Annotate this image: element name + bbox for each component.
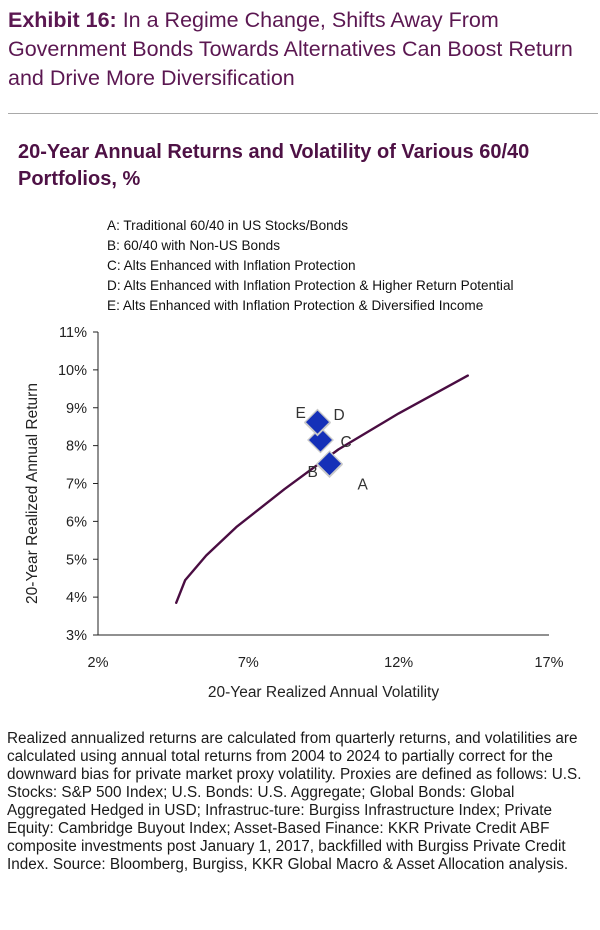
y-tick-label: 7% [66,477,87,493]
y-tick-label: 9% [66,401,87,417]
point-e-label: E [295,405,305,422]
x-tick-label: 17% [534,655,563,671]
y-tick-label: 8% [66,439,87,455]
y-tick-label: 11% [59,325,87,341]
exhibit-title-text: In a Regime Change, Shifts Away From Gov… [8,8,573,90]
point-e-marker [303,408,331,436]
chart-legend: A: Traditional 60/40 in US Stocks/Bonds … [107,216,514,316]
exhibit-title: Exhibit 16: In a Regime Change, Shifts A… [8,6,593,93]
y-tick-label: 4% [66,590,87,606]
legend-item-d: D: Alts Enhanced with Inflation Protecti… [107,278,514,293]
title-divider [8,113,598,114]
x-tick-label: 2% [88,655,109,671]
legend-item-a: A: Traditional 60/40 in US Stocks/Bonds [107,218,349,233]
y-tick-label: 3% [66,628,87,644]
y-tick-label: 5% [66,552,87,568]
y-tick-label: 10% [58,363,87,379]
y-axis-title: 20-Year Realized Annual Return [24,383,41,604]
legend-item-c: C: Alts Enhanced with Inflation Protecti… [107,258,356,273]
x-axis-title: 20-Year Realized Annual Volatility [208,684,439,701]
footnote: Realized annualized returns are calculat… [7,730,582,873]
chart-title: 20-Year Annual Returns and Volatility of… [18,141,530,190]
point-c-label: C [340,434,351,451]
frontier-curve [174,374,469,604]
legend-item-b: B: 60/40 with Non-US Bonds [107,238,281,253]
exhibit-label: Exhibit 16: [8,8,117,32]
point-b-label: B [308,464,318,481]
point-d-label: D [333,407,344,424]
point-b-marker [316,450,344,478]
point-c-marker [307,426,334,454]
y-tick-label: 6% [66,514,87,530]
x-tick-label: 7% [238,655,259,671]
point-a-label: A [358,477,369,494]
x-tick-label: 12% [384,655,413,671]
legend-item-e: E: Alts Enhanced with Inflation Protecti… [107,298,484,313]
